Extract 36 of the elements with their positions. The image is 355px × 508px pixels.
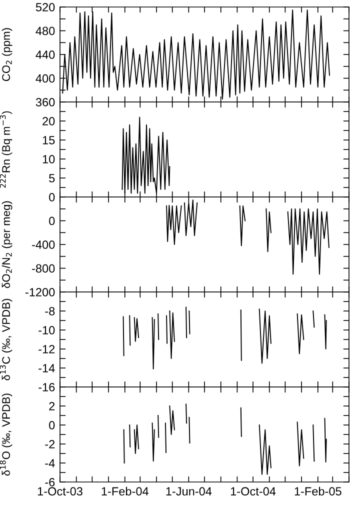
x-tick-label: 1-Oct-04 — [230, 487, 276, 496]
y-tick-label: -1200 — [25, 288, 55, 296]
x-tick-label: 1-Oct-03 — [38, 487, 82, 496]
y-tick-label: 440 — [36, 50, 55, 59]
y-tick-label: -16 — [38, 383, 55, 392]
y-tick-label: 0 — [49, 193, 55, 202]
y-axis-title: δ$^{13}$C (‰, VPDB) — [0, 298, 12, 380]
line-series — [62, 9, 330, 100]
y-axis-title: δO$_{2}$/N$_{2}$ (per meg) — [2, 201, 12, 288]
x-tick-label: 1-Feb-05 — [294, 486, 342, 496]
y-tick-label: 0 — [49, 216, 55, 226]
y-tick-label: -2 — [45, 440, 55, 448]
y-axis-title: δ$^{18}$O (‰, VPDB) — [0, 394, 12, 476]
x-tick-label: 1-Jun-04 — [166, 487, 212, 496]
y-tick-label: 0 — [49, 421, 55, 430]
y-tick-label: 10 — [42, 155, 55, 164]
y-tick-label: 360 — [36, 98, 55, 106]
y-tick-label: -400 — [32, 240, 55, 249]
y-tick-label: -4 — [45, 459, 55, 468]
y-tick-label: 480 — [36, 26, 55, 36]
x-tick-label: 1-Feb-04 — [102, 486, 148, 496]
line-series — [122, 116, 170, 194]
y-tick-label: -8 — [45, 307, 55, 316]
y-tick-label: -800 — [32, 264, 55, 273]
y-tick-label: 5 — [49, 174, 55, 182]
y-tick-label: -12 — [38, 345, 55, 354]
y-tick-label: 400 — [36, 74, 55, 83]
y-tick-label: 15 — [42, 136, 55, 144]
y-tick-label: 520 — [36, 3, 55, 12]
y-tick-label: 20 — [42, 117, 55, 126]
y-tick-label: -10 — [38, 326, 55, 334]
y-tick-label: -14 — [38, 364, 55, 372]
y-tick-label: -6 — [45, 478, 55, 486]
y-axis-title: $^{222}$Rn (Bq m$^{−3}$) — [0, 111, 12, 188]
y-tick-label: 2 — [49, 402, 55, 410]
y-axis-title: CO$_{2}$ (ppm) — [2, 28, 12, 82]
